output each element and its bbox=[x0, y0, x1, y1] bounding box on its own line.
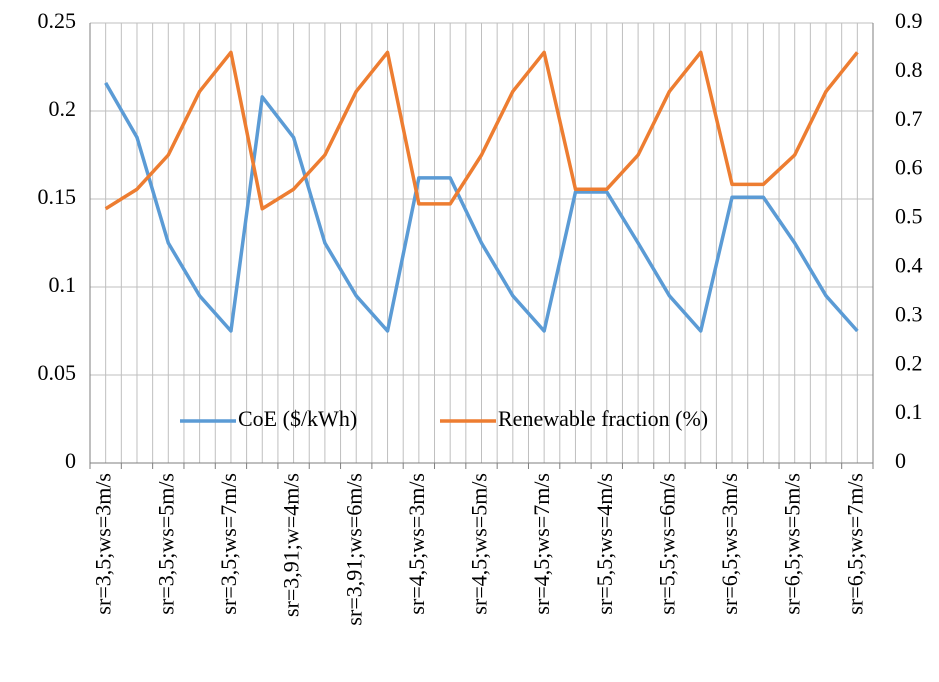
legend-label: Renewable fraction (%) bbox=[498, 406, 708, 431]
x-tick-label: sr=3,5;ws=3m/s bbox=[91, 473, 116, 615]
y-tick-label: 0.1 bbox=[49, 272, 77, 297]
y2-tick-label: 0.1 bbox=[895, 399, 923, 424]
series-line bbox=[104, 81, 859, 333]
y-tick-label: 0.05 bbox=[38, 360, 77, 385]
y2-tick-label: 0.7 bbox=[895, 106, 923, 131]
x-tick-label: sr=3,91;ws=6m/s bbox=[341, 473, 366, 626]
y-tick-label: 0.25 bbox=[38, 8, 77, 33]
y2-tick-label: 0.3 bbox=[895, 301, 923, 326]
x-tick-label: sr=3,5;ws=7m/s bbox=[216, 473, 241, 615]
y2-tick-label: 0.5 bbox=[895, 204, 923, 229]
x-tick-label: sr=3,5;ws=5m/s bbox=[153, 473, 178, 615]
x-tick-label: sr=5,5;ws=6m/s bbox=[654, 473, 679, 615]
legend-label: CoE ($/kWh) bbox=[238, 406, 357, 431]
y-tick-label: 0.15 bbox=[38, 184, 77, 209]
x-tick-label: sr=4,5;ws=3m/s bbox=[404, 473, 429, 615]
x-tick-label: sr=6,5;ws=3m/s bbox=[717, 473, 742, 615]
y2-tick-label: 0.4 bbox=[895, 252, 923, 277]
y2-tick-label: 0.2 bbox=[895, 350, 923, 375]
x-tick-label: sr=6,5;ws=7m/s bbox=[842, 473, 867, 615]
series-line bbox=[104, 50, 859, 211]
x-tick-label: sr=4,5;ws=5m/s bbox=[467, 473, 492, 615]
x-tick-label: sr=4,5;ws=7m/s bbox=[529, 473, 554, 615]
y-tick-label: 0 bbox=[65, 448, 76, 473]
x-tick-label: sr=5,5;ws=4m/s bbox=[592, 473, 617, 615]
y2-tick-label: 0.6 bbox=[895, 155, 923, 180]
y2-tick-label: 0.8 bbox=[895, 57, 923, 82]
x-tick-label: sr=3,91;w=4m/s bbox=[279, 473, 304, 617]
y-tick-label: 0.2 bbox=[49, 96, 77, 121]
y2-tick-label: 0.9 bbox=[895, 8, 923, 33]
y2-tick-label: 0 bbox=[895, 448, 906, 473]
x-tick-label: sr=6,5;ws=5m/s bbox=[780, 473, 805, 615]
